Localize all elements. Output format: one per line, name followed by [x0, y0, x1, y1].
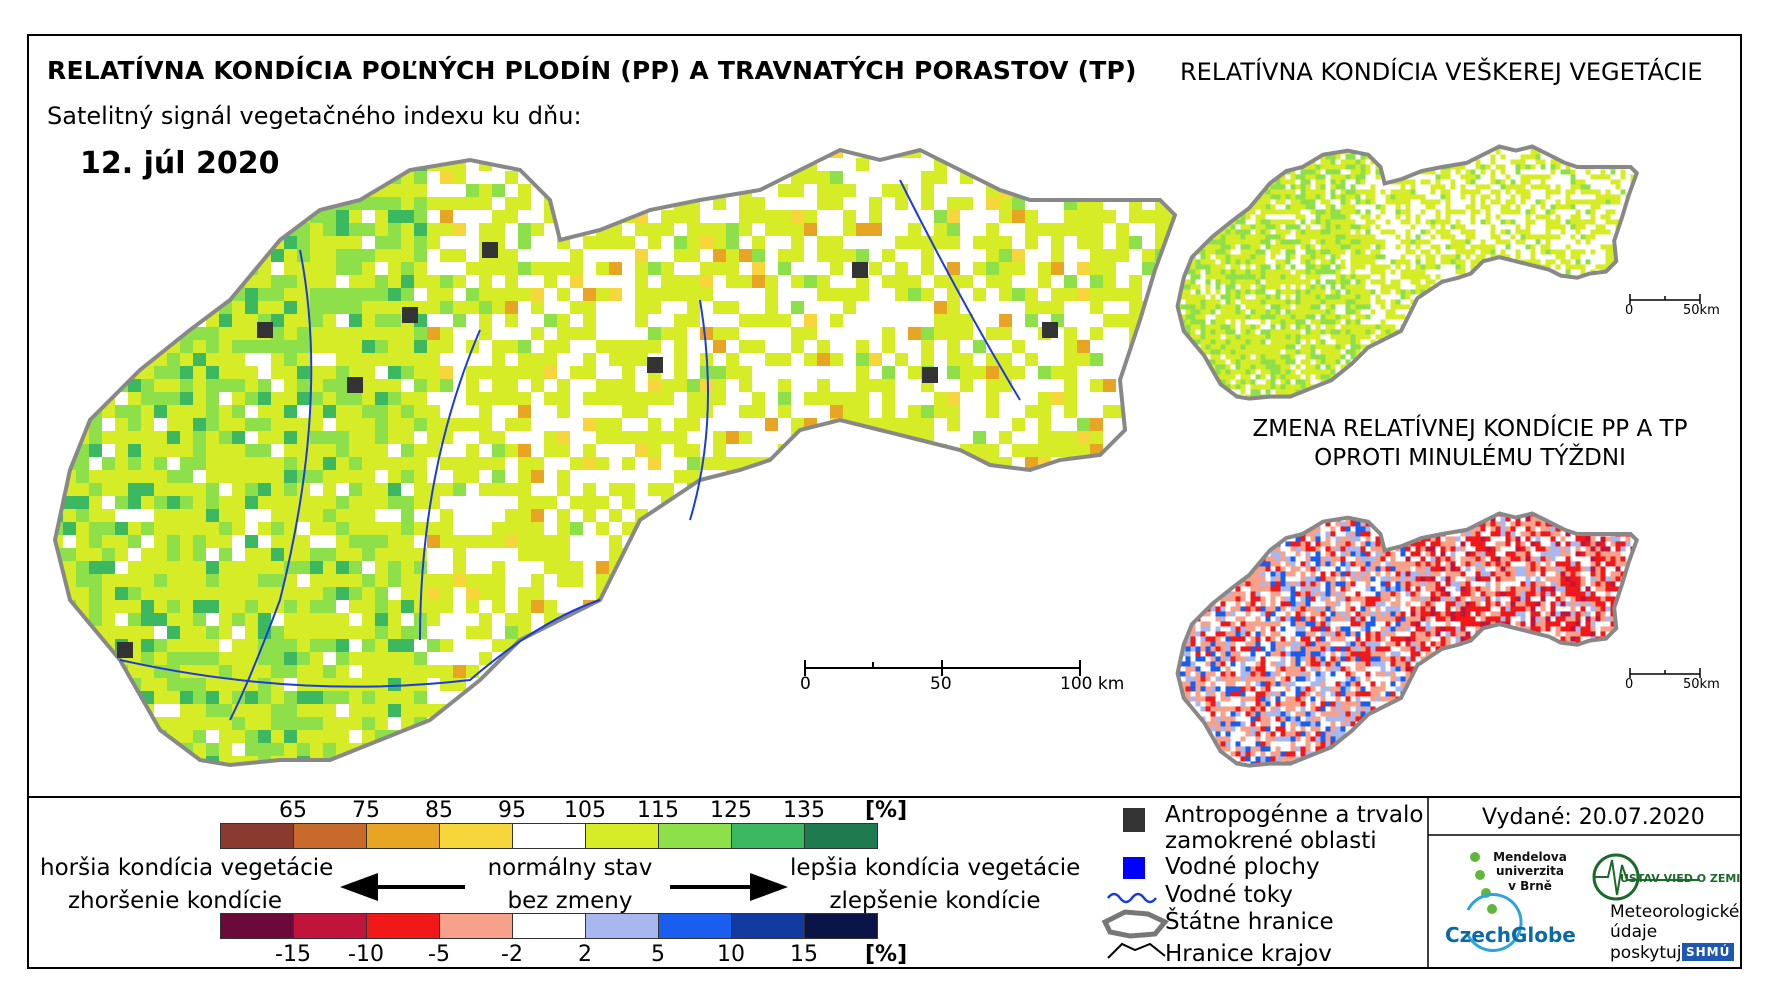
legend-tick-label: 2 [578, 942, 592, 967]
meteo-line3: poskytuje: [1610, 942, 1698, 963]
main-scale-bar [804, 660, 1081, 676]
better-line2: zlepšenie kondície [829, 888, 1041, 915]
uvz-logo: ÚSTAV VIED O ZEMI [1620, 872, 1741, 885]
map-frame [27, 34, 1742, 969]
legend-tick-label: 85 [425, 798, 453, 823]
data-date: 12. júl 2020 [80, 146, 280, 181]
normal-line1: normálny stav [487, 855, 653, 881]
vegetation-scale-bar [1629, 294, 1701, 304]
region-border-label: Hranice krajov [1165, 941, 1332, 967]
legend-tick-label: 10 [717, 942, 745, 967]
legend-tick-label: -5 [428, 942, 450, 967]
legend-swatch [220, 823, 294, 849]
vegetation-condition-map [1175, 144, 1640, 401]
change-unit: [%] [865, 942, 908, 967]
meteo-line2: údaje [1610, 922, 1658, 943]
region-border-symbol [1107, 942, 1166, 959]
legend-tick-label: 135 [783, 798, 825, 823]
main-scale-label-100: 100 km [1060, 674, 1125, 694]
water-course-symbol [1107, 892, 1157, 904]
anthropogenic-line1: Antropogénne a trvalo [1165, 802, 1424, 828]
main-condition-map [52, 147, 1178, 768]
meteo-line1: Meteorologické [1610, 902, 1740, 922]
change-title-line2: OPROTI MINULÉMU TÝŽDNI [1314, 444, 1626, 471]
mendel-line1: Mendelova [1493, 850, 1567, 864]
legend-tick-label: 95 [498, 798, 526, 823]
change-color-scale [220, 913, 878, 939]
normal-line2: bez zmeny [507, 888, 633, 915]
legend-tick-label: 105 [564, 798, 606, 823]
chg-scale-end: 50km [1683, 677, 1720, 692]
mendel-line3: v Brně [1508, 878, 1552, 893]
veg-scale-end: 50km [1683, 303, 1720, 318]
legend-tick-label: 75 [352, 798, 380, 823]
anthropogenic-symbol [1123, 808, 1145, 832]
legend-swatch [804, 913, 878, 939]
main-title: RELATÍVNA KONDÍCIA POĽNÝCH PLODÍN (PP) A… [47, 56, 1137, 85]
legend-swatch [731, 823, 805, 849]
better-arrow [670, 873, 788, 901]
czechglobe-logo: CzechGlobe [1445, 923, 1576, 947]
water-body-symbol [1123, 857, 1145, 879]
legend-tick-label: 115 [637, 798, 679, 823]
condition-color-scale [220, 823, 878, 849]
chg-scale-zero: 0 [1625, 677, 1634, 692]
mendel-line2: univerzita [1495, 864, 1564, 879]
change-title-line1: ZMENA RELATÍVNEJ KONDÍCIE PP A TP [1252, 416, 1688, 442]
legend-swatch [293, 823, 367, 849]
normal-label: normálny stav bez zmeny [470, 852, 670, 919]
change-map-title: ZMENA RELATÍVNEJ KONDÍCIE PP A TP OPROTI… [1210, 415, 1730, 473]
main-scale-label-0: 0 [800, 674, 811, 694]
meteo-credit: Meteorologické údaje poskytuje: [1610, 902, 1739, 963]
worse-arrow [340, 873, 465, 901]
mendel-university-logo: Mendelova univerzita v Brně [1490, 850, 1570, 893]
legend-swatch [585, 913, 659, 939]
legend-tick-label: -10 [348, 942, 384, 967]
better-line1: lepšia kondícia vegetácie [790, 855, 1081, 881]
legend-swatch [658, 823, 732, 849]
state-border-symbol [1101, 909, 1169, 939]
legend-swatch [439, 823, 513, 849]
legend-swatch [804, 823, 878, 849]
uvz-logo-mark [1592, 853, 1700, 901]
legend-swatch [366, 823, 440, 849]
legend-swatch [512, 823, 586, 849]
main-scale-label-50: 50 [930, 674, 952, 694]
worse-line2: zhoršenie kondície [67, 888, 283, 915]
water-courses-label: Vodné toky [1165, 882, 1293, 908]
legend-tick-label: 15 [790, 942, 818, 967]
legend-swatch [658, 913, 732, 939]
legend-swatch [731, 913, 805, 939]
anthropogenic-label: Antropogénne a trvalo zamokrené oblasti [1165, 802, 1423, 855]
legend-tick-label: -15 [275, 942, 311, 967]
subtitle: Satelitný signál vegetačného indexu ku d… [47, 102, 582, 130]
issued-date: Vydané: 20.07.2020 [1482, 805, 1705, 830]
change-scale-bar [1629, 668, 1701, 678]
veg-scale-zero: 0 [1625, 303, 1634, 318]
legend-tick-label: 65 [279, 798, 307, 823]
weekly-change-map [1175, 511, 1640, 768]
water-bodies-label: Vodné plochy [1165, 854, 1320, 880]
vegetation-map-title: RELATÍVNA KONDÍCIA VEŠKEREJ VEGETÁCIE [1180, 58, 1703, 86]
anthropogenic-line2: zamokrené oblasti [1165, 828, 1377, 855]
shmu-logo: SHMÚ [1682, 943, 1735, 961]
legend-swatch [585, 823, 659, 849]
condition-unit: [%] [865, 798, 908, 823]
worse-line1: horšia kondícia vegetácie [40, 855, 334, 881]
legend-tick-label: -2 [501, 942, 523, 967]
legend-tick-label: 5 [651, 942, 665, 967]
better-label: lepšia kondícia vegetácie zlepšenie kond… [790, 852, 1080, 919]
legend-swatch [366, 913, 440, 939]
legend-tick-label: 125 [710, 798, 752, 823]
czechglobe-logo-mark [1466, 893, 1523, 952]
state-border-label: Štátne hranice [1165, 909, 1334, 935]
worse-label: horšia kondícia vegetácie zhoršenie kond… [40, 852, 334, 919]
